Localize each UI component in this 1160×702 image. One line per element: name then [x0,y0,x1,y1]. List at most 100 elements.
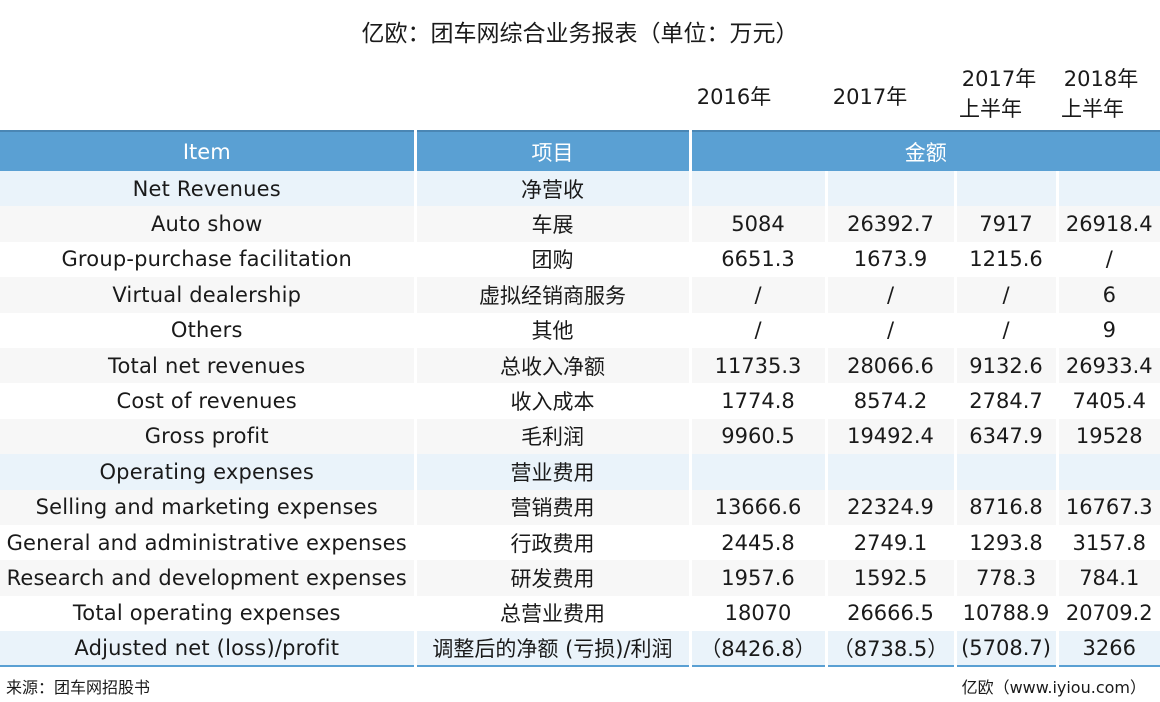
row-value: （8738.5） [826,631,957,668]
row-value [826,454,957,490]
row-value: 6651.3 [690,241,828,278]
row-value: (5708.7) [955,631,1059,668]
row-item: Operating expenses [0,454,417,490]
row-value: 10788.9 [955,595,1059,632]
row-cn: 营销费用 [415,489,692,525]
row-cn: 毛利润 [415,418,692,455]
row-value: 8574.2 [826,383,957,419]
table-row: Group-purchase facilitation 团购 6651.3 16… [0,241,1160,278]
row-cn: 团购 [415,241,692,278]
row-value: / [690,277,828,313]
table-row: Total operating expenses 总营业费用 18070 266… [0,595,1160,632]
row-cn: 研发费用 [415,560,692,596]
row-item: Selling and marketing expenses [0,489,417,525]
row-item: Adjusted net (loss)/profit [0,631,417,668]
row-value: / [1057,241,1160,278]
row-value [1057,454,1160,490]
row-value: （8426.8） [690,631,828,668]
header-item: Item [0,130,417,171]
source-note: 来源：团车网招股书 [6,678,151,697]
row-value: 9 [1057,312,1160,348]
row-value: 20709.2 [1057,595,1160,632]
row-value: 2784.7 [955,383,1059,419]
row-value: 3157.8 [1057,524,1160,561]
row-value: 2445.8 [690,524,828,561]
table-row: Gross profit 毛利润 9960.5 19492.4 6347.9 1… [0,418,1160,455]
row-value: 26392.7 [826,206,957,242]
row-value [826,171,957,207]
row-value [690,171,828,207]
row-value: 1592.5 [826,560,957,596]
year-sublabel: 上半年 [1061,97,1124,121]
row-value: 778.3 [955,560,1059,596]
row-value: 26933.4 [1057,347,1160,384]
row-value: 8716.8 [955,489,1059,525]
row-value: 1957.6 [690,560,828,596]
row-value: 6347.9 [955,418,1059,455]
year-label: 2016年 [696,85,772,109]
year-label: 2017年 [832,85,908,109]
header-project: 项目 [415,130,692,171]
row-cn: 营业费用 [415,454,692,490]
row-item: Virtual dealership [0,277,417,313]
row-value: 1293.8 [955,524,1059,561]
row-value: 5084 [690,206,828,242]
table-row: General and administrative expenses 行政费用… [0,524,1160,561]
row-item: Net Revenues [0,171,417,207]
table-row: Adjusted net (loss)/profit 调整后的净额 (亏损)/利… [0,631,1160,668]
row-value [1057,171,1160,207]
row-value: 2749.1 [826,524,957,561]
footer: 来源：团车网招股书 亿欧（www.iyiou.com） [0,674,1160,698]
row-cn: 调整后的净额 (亏损)/利润 [415,631,692,668]
row-value: 7917 [955,206,1059,242]
year-2017-h1: 2017年 上半年 [955,64,1043,124]
year-sublabel: 上半年 [959,97,1022,121]
row-value: 1774.8 [690,383,828,419]
year-headers: 2016年 2017年 2017年 上半年 2018年 上半年 [0,64,1160,130]
table-row: Others 其他 / / / 9 [0,312,1160,348]
row-value: 1215.6 [955,241,1059,278]
row-item: Others [0,312,417,348]
row-item: Total operating expenses [0,595,417,632]
row-value [690,454,828,490]
row-cn: 总收入净额 [415,347,692,384]
year-2017: 2017年 [826,82,914,112]
table-row: Virtual dealership 虚拟经销商服务 / / / 6 [0,277,1160,313]
row-cn: 行政费用 [415,524,692,561]
table-row: Selling and marketing expenses 营销费用 1366… [0,489,1160,525]
row-value: 28066.6 [826,347,957,384]
row-value: / [826,312,957,348]
report-table: Item 项目 金额 Net Revenues 净营收 Auto show 车展… [0,130,1160,668]
table-row: Auto show 车展 5084 26392.7 7917 26918.4 [0,206,1160,242]
row-cn: 其他 [415,312,692,348]
row-value: 9960.5 [690,418,828,455]
table-row: Operating expenses 营业费用 [0,454,1160,490]
row-value: 22324.9 [826,489,957,525]
year-label: 2018年 [1063,67,1139,91]
row-value: / [690,312,828,348]
row-cn: 虚拟经销商服务 [415,277,692,313]
row-item: Total net revenues [0,347,417,384]
row-value: 26666.5 [826,595,957,632]
table-row: Research and development expenses 研发费用 1… [0,560,1160,596]
brand-watermark: 亿欧（www.iyiou.com） [961,678,1146,697]
table-row: Total net revenues 总收入净额 11735.3 28066.6… [0,347,1160,384]
table-header-row: Item 项目 金额 [0,130,1160,171]
row-value: 19492.4 [826,418,957,455]
row-item: Research and development expenses [0,560,417,596]
row-cn: 总营业费用 [415,595,692,632]
row-value: 19528 [1057,418,1160,455]
year-label: 2017年 [961,67,1037,91]
row-value: 26918.4 [1057,206,1160,242]
row-value: 3266 [1057,631,1160,668]
row-value: 6 [1057,277,1160,313]
row-value: 11735.3 [690,347,828,384]
row-item: General and administrative expenses [0,524,417,561]
row-value: 16767.3 [1057,489,1160,525]
year-2018-h1: 2018年 上半年 [1057,64,1145,124]
row-cn: 净营收 [415,171,692,207]
row-value: / [955,277,1059,313]
table-row: Net Revenues 净营收 [0,171,1160,207]
report-title: 亿欧：团车网综合业务报表（单位：万元） [361,21,799,47]
header-amount: 金额 [690,130,1160,171]
